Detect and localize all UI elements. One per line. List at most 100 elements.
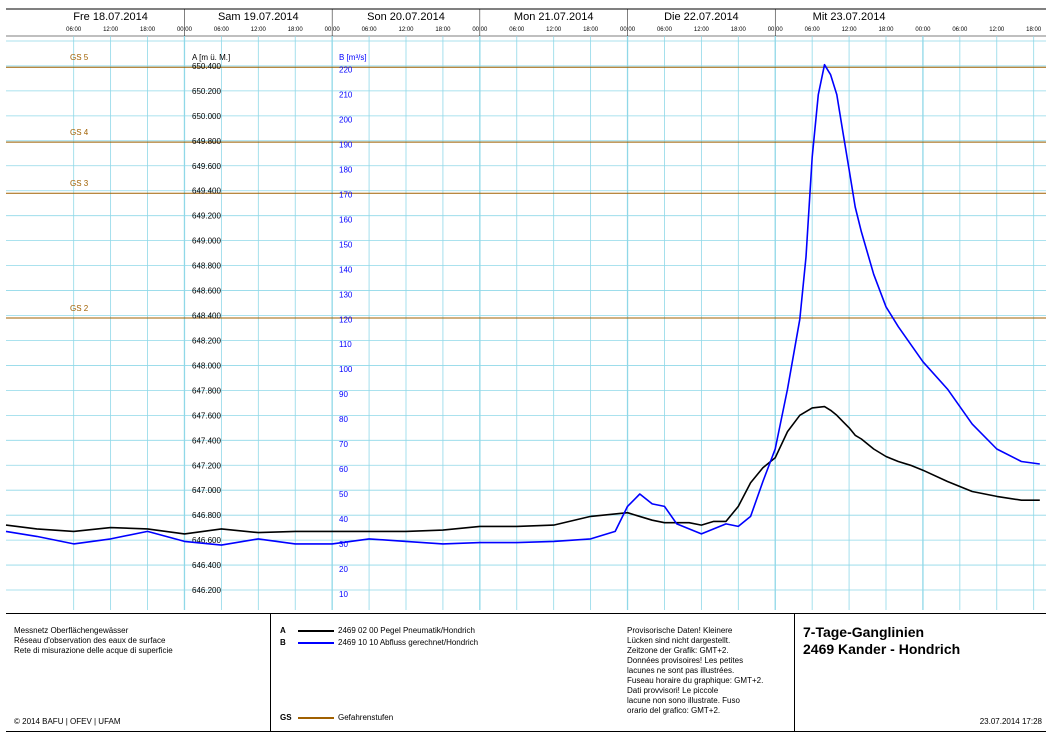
legend-label-b: 2469 10 10 Abfluss gerechnet/Hondrich xyxy=(338,638,479,647)
axis-b-tick-label: 80 xyxy=(339,415,348,424)
axis-b-tick-label: 180 xyxy=(339,166,353,175)
axis-b-tick-label: 70 xyxy=(339,440,348,449)
hour-tick-label: 18:00 xyxy=(140,27,156,33)
danger-level-label: GS 3 xyxy=(70,179,89,188)
hour-tick-label: 18:00 xyxy=(435,27,451,33)
axis-b-tick-label: 100 xyxy=(339,365,353,374)
axis-a-tick-label: 648.200 xyxy=(192,336,221,345)
axis-a-tick-label: 647.800 xyxy=(192,386,221,395)
axis-a-tick-label: 650.400 xyxy=(192,62,221,71)
axis-b-tick-label: 120 xyxy=(339,315,353,324)
hour-tick-label: 00:00 xyxy=(177,27,193,33)
legend-swatch-b xyxy=(298,642,334,644)
provisional-note: Provisorische Daten! Kleinere Lücken sin… xyxy=(627,626,787,716)
axis-b-tick-label: 40 xyxy=(339,515,348,524)
axis-a-tick-label: 646.600 xyxy=(192,536,221,545)
hour-tick-label: 18:00 xyxy=(878,27,894,33)
provisional-line: Dati provvisori! Le piccole xyxy=(627,686,719,695)
day-header-label: Sam 19.07.2014 xyxy=(218,11,299,23)
network-line-it: Rete di misurazione delle acque di super… xyxy=(14,646,173,655)
provisional-line: lacunes ne sont pas illustrées. xyxy=(627,666,735,675)
series-line-b xyxy=(5,63,1040,546)
axis-b-tick-label: 170 xyxy=(339,190,353,199)
axis-b-tick-label: 10 xyxy=(339,590,348,599)
legend-swatch-gs xyxy=(298,717,334,719)
hour-tick-label: 18:00 xyxy=(1026,27,1042,33)
network-line-de: Messnetz Oberflächengewässer xyxy=(14,626,129,635)
hour-tick-label: 00:00 xyxy=(620,27,636,33)
axis-a-tick-label: 648.400 xyxy=(192,312,221,321)
provisional-line: Zeitzone der Grafik: GMT+2. xyxy=(627,646,729,655)
axis-a-tick-label: 649.200 xyxy=(192,212,221,221)
hour-tick-label: 12:00 xyxy=(251,27,267,33)
day-header-label: Mit 23.07.2014 xyxy=(813,11,886,23)
axis-b-tick-label: 140 xyxy=(339,265,353,274)
axis-a-tick-label: 646.800 xyxy=(192,511,221,520)
axis-b-tick-label: 150 xyxy=(339,240,353,249)
danger-level-label: GS 2 xyxy=(70,304,89,313)
axis-a-tick-label: 649.400 xyxy=(192,187,221,196)
provisional-line: Fuseau horaire du graphique: GMT+2. xyxy=(627,676,764,685)
series-line-a xyxy=(5,405,1040,535)
day-header-label: Die 22.07.2014 xyxy=(664,11,739,23)
hour-tick-label: 12:00 xyxy=(842,27,858,33)
hour-tick-label: 12:00 xyxy=(103,27,119,33)
chart-title-line2: 2469 Kander - Hondrich xyxy=(803,641,961,657)
hour-tick-label: 12:00 xyxy=(694,27,710,33)
hour-tick-label: 06:00 xyxy=(362,27,378,33)
chart-title-line1: 7-Tage-Ganglinien xyxy=(803,624,925,640)
axis-a-tick-label: 646.400 xyxy=(192,561,221,570)
axis-b-tick-label: 160 xyxy=(339,215,353,224)
chart-grid xyxy=(6,8,1046,610)
axis-a-tick-label: 647.200 xyxy=(192,461,221,470)
legend-label-a: 2469 02 00 Pegel Pneumatik/Hondrich xyxy=(338,626,475,635)
axis-b-tick-label: 200 xyxy=(339,116,353,125)
network-info: Messnetz Oberflächengewässer Réseau d'ob… xyxy=(6,614,271,731)
hour-tick-label: 12:00 xyxy=(989,27,1005,33)
hour-tick-label: 06:00 xyxy=(214,27,230,33)
hour-tick-label: 00:00 xyxy=(915,27,931,33)
chart-title: 7-Tage-Ganglinien 2469 Kander - Hondrich xyxy=(803,624,960,658)
axis-b: B [m³/s] 10 20 30 40 50 60 70 80 90 100 110 120 130 14… xyxy=(339,53,367,599)
axis-a-tick-label: 649.800 xyxy=(192,137,221,146)
hour-tick-label: 06:00 xyxy=(66,27,82,33)
hour-tick-label: 12:00 xyxy=(398,27,414,33)
hour-tick-label: 18:00 xyxy=(583,27,599,33)
hour-tick-label: 00:00 xyxy=(472,27,488,33)
legend-swatch-a xyxy=(298,630,334,632)
axis-a-tick-label: 649.000 xyxy=(192,237,221,246)
day-header-label: Fre 18.07.2014 xyxy=(73,11,148,23)
axis-a-tick-label: 648.800 xyxy=(192,262,221,271)
legend-panel: A 2469 02 00 Pegel Pneumatik/Hondrich B 24… xyxy=(271,614,795,731)
axis-b-tick-label: 220 xyxy=(339,66,353,75)
axis-a-tick-label: 646.200 xyxy=(192,586,221,595)
day-headers: Fre 18.07.2014 Sam 19.07.2014 Son 20.07.20… xyxy=(73,9,885,36)
axis-b-tick-label: 190 xyxy=(339,141,353,150)
axis-a-tick-label: 647.000 xyxy=(192,486,221,495)
hydrograph-chart: Fre 18.07.2014 Sam 19.07.2014 Son 20.07.20… xyxy=(5,8,1046,610)
day-header-label: Mon 21.07.2014 xyxy=(514,11,594,23)
axis-b-tick-label: 90 xyxy=(339,390,348,399)
hour-tick-label: 06:00 xyxy=(805,27,821,33)
title-panel: 7-Tage-Ganglinien 2469 Kander - Hondrich… xyxy=(795,614,1046,731)
axis-b-tick-label: 20 xyxy=(339,565,348,574)
axis-b-tick-label: 60 xyxy=(339,465,348,474)
legend-label-gs: Gefahrenstufen xyxy=(338,713,394,722)
axis-b-tick-label: 50 xyxy=(339,490,348,499)
axis-a-tick-label: 647.400 xyxy=(192,436,221,445)
legend-item-b: B 2469 10 10 Abfluss gerechnet/Hondrich xyxy=(280,638,478,648)
axis-b-tick-label: 210 xyxy=(339,91,353,100)
axis-b-label: B [m³/s] xyxy=(339,53,367,62)
axis-a-tick-label: 647.600 xyxy=(192,411,221,420)
hour-tick-label: 00:00 xyxy=(768,27,784,33)
danger-levels: GS 5 GS 4 GS 3 GS 2 xyxy=(6,53,1046,319)
provisional-line: orario del grafico: GMT+2. xyxy=(627,706,721,715)
axis-a-tick-label: 649.600 xyxy=(192,162,221,171)
timestamp: 23.07.2014 17:28 xyxy=(979,717,1042,726)
hour-tick-label: 06:00 xyxy=(657,27,673,33)
axis-b-tick-label: 30 xyxy=(339,540,348,549)
danger-level-label: GS 5 xyxy=(70,53,89,62)
series-lines xyxy=(5,63,1040,546)
danger-level-label: GS 4 xyxy=(70,128,89,137)
hour-tick-label: 12:00 xyxy=(546,27,562,33)
